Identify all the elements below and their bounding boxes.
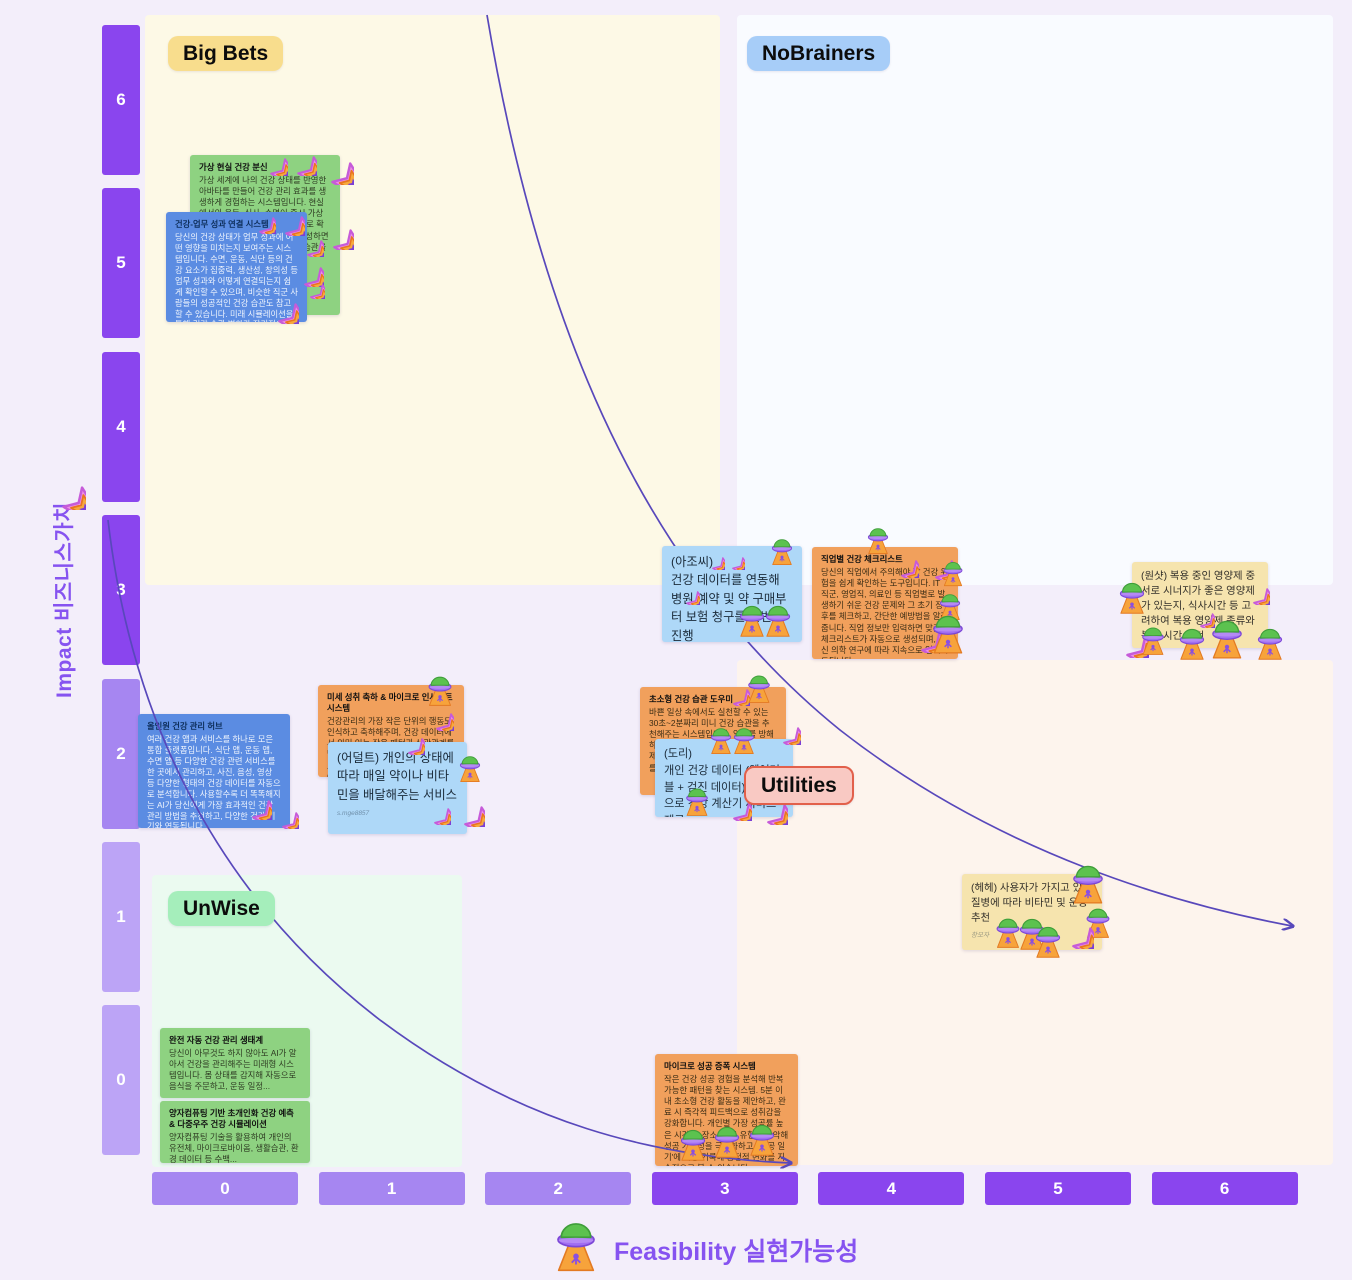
sticky-note-title: 가상 현실 건강 분신	[199, 162, 268, 172]
ufo-stamp-icon[interactable]	[743, 672, 775, 704]
star-stamp-icon[interactable]	[672, 577, 700, 605]
ufo-stamp-icon[interactable]	[709, 1123, 745, 1159]
sticky-note-title: 양자컴퓨팅 기반 초개인화 건강 예측 & 다중우주 건강 시뮬레이션	[169, 1108, 294, 1130]
sticky-note-body: 당신이 아무것도 하지 않아도 AI가 알아서 건강을 관리해주는 미래형 시스…	[169, 1048, 297, 1092]
x-tick-2: 2	[485, 1172, 632, 1205]
quadrant-nobrainers-tint	[737, 15, 1333, 585]
ufo-stamp-icon[interactable]	[1205, 616, 1249, 660]
sticky-note-author: 창모자	[971, 932, 989, 940]
sticky-note-quantum-sim[interactable]: 양자컴퓨팅 기반 초개인화 건강 예측 & 다중우주 건강 시뮬레이션 양자컴퓨팅…	[160, 1101, 310, 1163]
sticky-note-title: 완전 자동 건강 관리 생태계	[169, 1035, 264, 1045]
sticky-note-body: 당신의 건강 상태가 업무 성과에 어떤 영향을 미치는지 보여주는 시스템입니…	[175, 231, 299, 322]
y-tick-5: 5	[102, 188, 140, 339]
ufo-stamp-icon[interactable]	[744, 1121, 780, 1157]
y-tick-2: 2	[102, 678, 140, 829]
y-tick-6: 6	[102, 25, 140, 175]
star-stamp-icon[interactable]	[883, 542, 919, 578]
x-tick-4: 4	[818, 1172, 965, 1205]
sticky-note-body: 양자컴퓨팅 기술을 활용하여 개인의 유전체, 마이크로바이옴, 생활습관, 환…	[169, 1132, 299, 1163]
y-axis-label: Impact 비즈니스가치	[53, 502, 76, 698]
ufo-stamp-icon[interactable]	[1137, 624, 1169, 656]
sticky-note-title: 마이크로 성공 증폭 시스템	[664, 1061, 756, 1071]
x-tick-1: 1	[318, 1172, 465, 1205]
sticky-note-title: 올인원 건강 관리 허브	[147, 721, 223, 731]
star-stamp-icon[interactable]	[257, 282, 299, 324]
x-tick-6: 6	[1151, 1172, 1298, 1205]
ufo-stamp-icon[interactable]	[1066, 861, 1110, 905]
quadrant-label-nobrainers[interactable]: NoBrainers	[747, 36, 891, 72]
x-tick-0: 0	[152, 1172, 298, 1205]
ufo-stamp-icon[interactable]	[1030, 923, 1066, 959]
quadrant-label-utilities[interactable]: Utilities	[744, 766, 854, 806]
y-tick-4: 4	[102, 351, 140, 502]
quadrant-label-big-bets[interactable]: Big Bets	[168, 36, 284, 72]
star-stamp-icon[interactable]	[391, 721, 425, 755]
ufo-stamp-icon[interactable]	[1252, 625, 1288, 661]
ufo-stamp-icon[interactable]	[729, 725, 759, 755]
star-stamp-icon[interactable]	[308, 139, 354, 185]
x-axis-label: Feasibility 실현가능성	[614, 1238, 859, 1266]
sticky-note-title: 건강-업무 성과 연결 시스템	[175, 219, 269, 229]
x-tick-3: 3	[651, 1172, 798, 1205]
ufo-stamp-icon[interactable]	[767, 536, 797, 566]
ufo-stamp-icon[interactable]	[760, 602, 796, 638]
y-tick-0: 0	[102, 1005, 140, 1156]
ufo-stamp-icon[interactable]	[548, 1217, 604, 1273]
y-tick-1: 1	[102, 842, 140, 992]
ufo-stamp-icon[interactable]	[455, 753, 485, 783]
star-stamp-icon[interactable]	[765, 709, 801, 745]
ufo-stamp-icon[interactable]	[681, 785, 713, 817]
ufo-stamp-icon[interactable]	[675, 1126, 711, 1162]
quadrant-label-unwise[interactable]: UnWise	[168, 891, 275, 927]
star-stamp-icon[interactable]	[443, 785, 485, 827]
ufo-stamp-icon[interactable]	[1114, 579, 1150, 615]
star-stamp-icon[interactable]	[295, 269, 325, 299]
ufo-stamp-icon[interactable]	[926, 611, 970, 655]
x-tick-5: 5	[985, 1172, 1131, 1205]
star-stamp-icon[interactable]	[265, 795, 299, 829]
ufo-stamp-icon[interactable]	[939, 559, 967, 587]
star-stamp-icon[interactable]	[719, 544, 745, 570]
y-tick-3: 3	[102, 515, 140, 666]
star-stamp-icon[interactable]	[1236, 571, 1270, 605]
star-stamp-icon[interactable]	[38, 462, 86, 510]
